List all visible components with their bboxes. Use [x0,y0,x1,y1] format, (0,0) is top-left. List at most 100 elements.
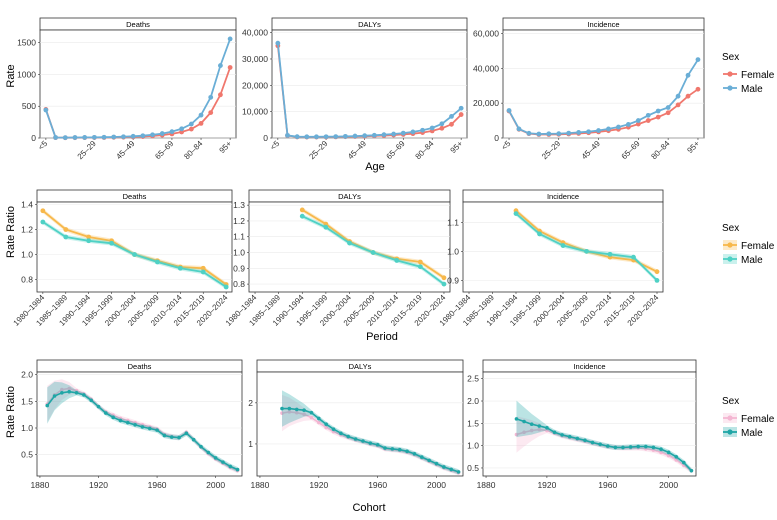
y-tick-label: 30,000 [242,54,268,64]
data-point-male [314,134,319,140]
panel-frame [248,201,451,293]
data-point-female [188,126,194,132]
data-point-male [552,430,557,435]
data-point-female [666,453,671,458]
data-point-male [169,435,174,439]
panel-deaths-row3: Deaths 0.5 1.0 1.5 2.0 1880 1920 1960 2000 [21,359,243,490]
data-point-male [412,452,417,456]
y-tick-label: 1000 [17,69,36,79]
data-point-male [294,407,299,412]
legend-key-point [727,85,733,91]
data-point-male [52,394,57,398]
x-tick-label: 25–29 [540,139,562,161]
legend-title: Sex [722,52,739,63]
data-point-female [441,275,447,281]
data-point-male [82,135,88,140]
data-point-female [63,227,69,232]
data-point-male [353,437,358,441]
data-point-male [605,444,610,448]
data-point-male [439,121,445,127]
x-tick-label: 2000 [427,480,446,490]
x-tick-label: 1880 [250,480,269,490]
x-tick-label: 1880 [477,480,496,490]
panel-frame [482,371,697,477]
data-point-male [659,447,663,452]
y-tick-label: 1500 [17,38,36,48]
data-point-male [514,417,519,421]
x-tick-label: 2000 [659,480,678,490]
data-point-female [645,118,651,123]
data-point-male [177,265,183,271]
data-point-male [405,449,409,454]
y-tick-label: 1.0 [21,250,33,260]
y-tick-label: 1.3 [233,200,245,210]
data-point-male [159,131,165,136]
data-point-female [674,458,679,462]
data-point-female [651,448,656,452]
x-tick-label: 95+ [685,139,701,155]
data-point-male [606,126,611,132]
data-point-female [685,93,691,99]
data-point-male [104,411,108,415]
data-point-male [111,415,115,420]
rate-ratio-axis-label-row3: Rate Ratio [5,386,17,438]
data-point-male [352,133,358,139]
data-point-male [342,133,348,139]
data-point-male [121,134,126,140]
data-point-male [651,445,656,450]
x-tick-label: 45–49 [114,139,136,161]
data-point-male [643,444,648,449]
legend-label-female: Female [741,70,775,81]
data-point-male [227,36,233,42]
legend-label-male: Male [741,428,763,439]
data-point-male [317,416,321,421]
data-point-female [665,110,671,116]
age-axis-label: Age [365,161,385,173]
data-point-female [439,125,445,131]
data-point-male [449,467,454,472]
data-point-female [545,428,549,433]
data-point-male [213,456,218,460]
panel-title: DALYs [358,20,381,29]
data-point-male [522,419,526,424]
data-point-male [323,224,329,230]
y-tick-label: 1.2 [233,216,245,226]
data-point-female [200,265,206,271]
y-tick-label: 1.0 [467,441,479,451]
data-point-male [616,124,621,130]
data-point-male [583,438,587,443]
data-point-male [89,398,93,403]
data-point-male [140,425,145,429]
panel-dalys-row3: DALYs 1 2 1880 1920 1960 2000 [248,359,464,490]
panel-frame [36,201,233,293]
data-point-female [675,102,681,108]
data-point-male [654,277,660,283]
legend-key-point [727,429,733,435]
x-tick-label: 1880 [30,480,49,490]
ci-band-female [302,207,444,281]
x-tick-label: 25–29 [307,139,329,161]
x-tick-label: 1960 [148,480,167,490]
data-point-male [655,108,661,114]
y-tick-label: 1.2 [21,225,33,235]
y-tick-label: 20,000 [242,80,268,90]
data-point-male [456,470,461,474]
data-point-male [361,439,365,443]
data-point-male [410,129,416,135]
x-tick-label: 45–49 [580,139,602,161]
y-tick-label: 0 [494,133,499,143]
data-point-female [331,429,336,434]
data-point-male [383,446,387,450]
data-point-male [304,134,310,140]
data-point-male [429,125,435,131]
data-point-male [125,420,130,425]
panel-title: Incidence [547,192,579,201]
data-point-male [228,464,233,469]
legend-key-point [727,256,733,262]
data-point-male [631,254,636,260]
data-point-male [575,436,580,441]
data-point-female [309,415,314,420]
y-tick-label: 2.5 [467,374,479,384]
y-tick-label: 1.1 [233,232,245,242]
